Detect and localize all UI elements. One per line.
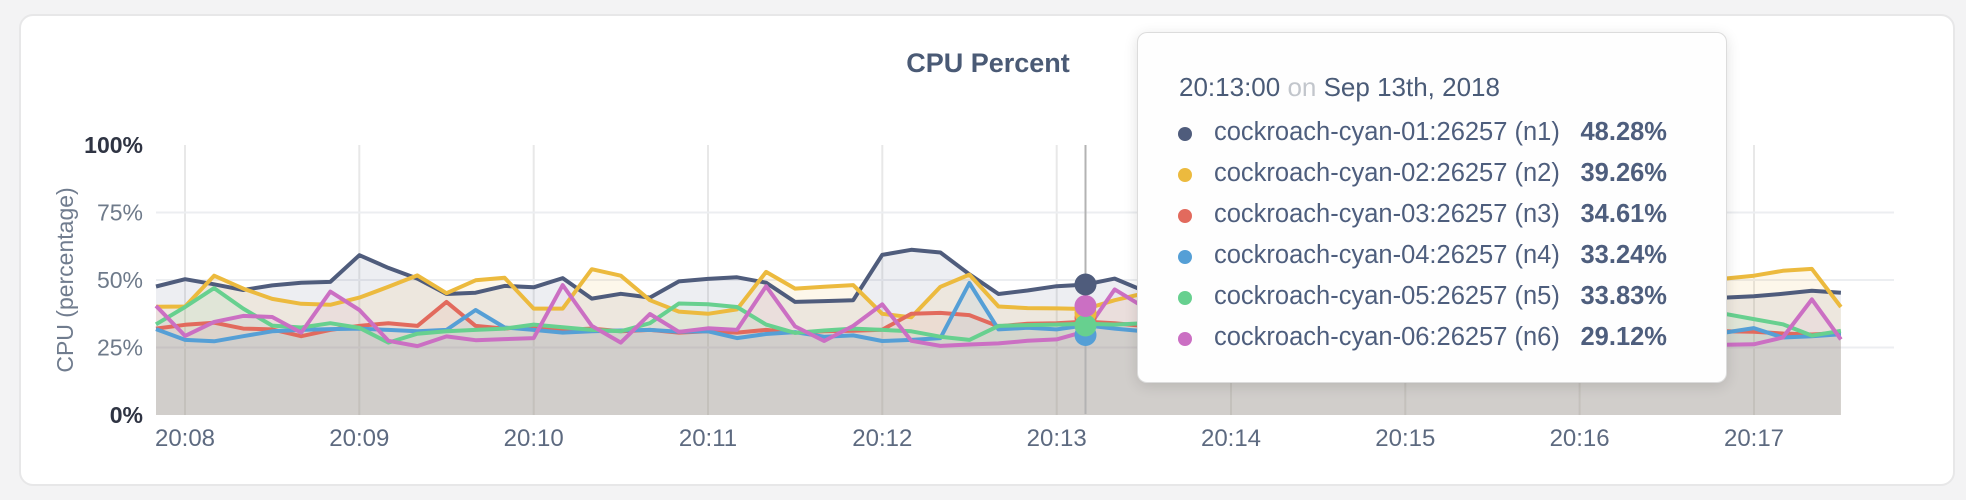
svg-text:20:17: 20:17 [1724,425,1784,452]
svg-text:20:15: 20:15 [1375,425,1435,452]
svg-text:50%: 50% [97,267,143,293]
svg-text:20:09: 20:09 [329,425,389,452]
svg-text:20:16: 20:16 [1550,425,1610,452]
svg-text:20:12: 20:12 [852,425,912,452]
svg-text:75%: 75% [97,200,143,226]
svg-text:20:13: 20:13 [1027,425,1087,452]
svg-text:100%: 100% [84,132,143,158]
svg-text:CPU (percentage): CPU (percentage) [52,187,78,372]
svg-text:20:10: 20:10 [504,425,564,452]
svg-text:20:11: 20:11 [679,425,737,452]
svg-text:20:08: 20:08 [155,425,215,452]
svg-text:25%: 25% [97,335,143,361]
svg-text:20:14: 20:14 [1201,425,1261,452]
svg-text:0%: 0% [110,402,143,428]
